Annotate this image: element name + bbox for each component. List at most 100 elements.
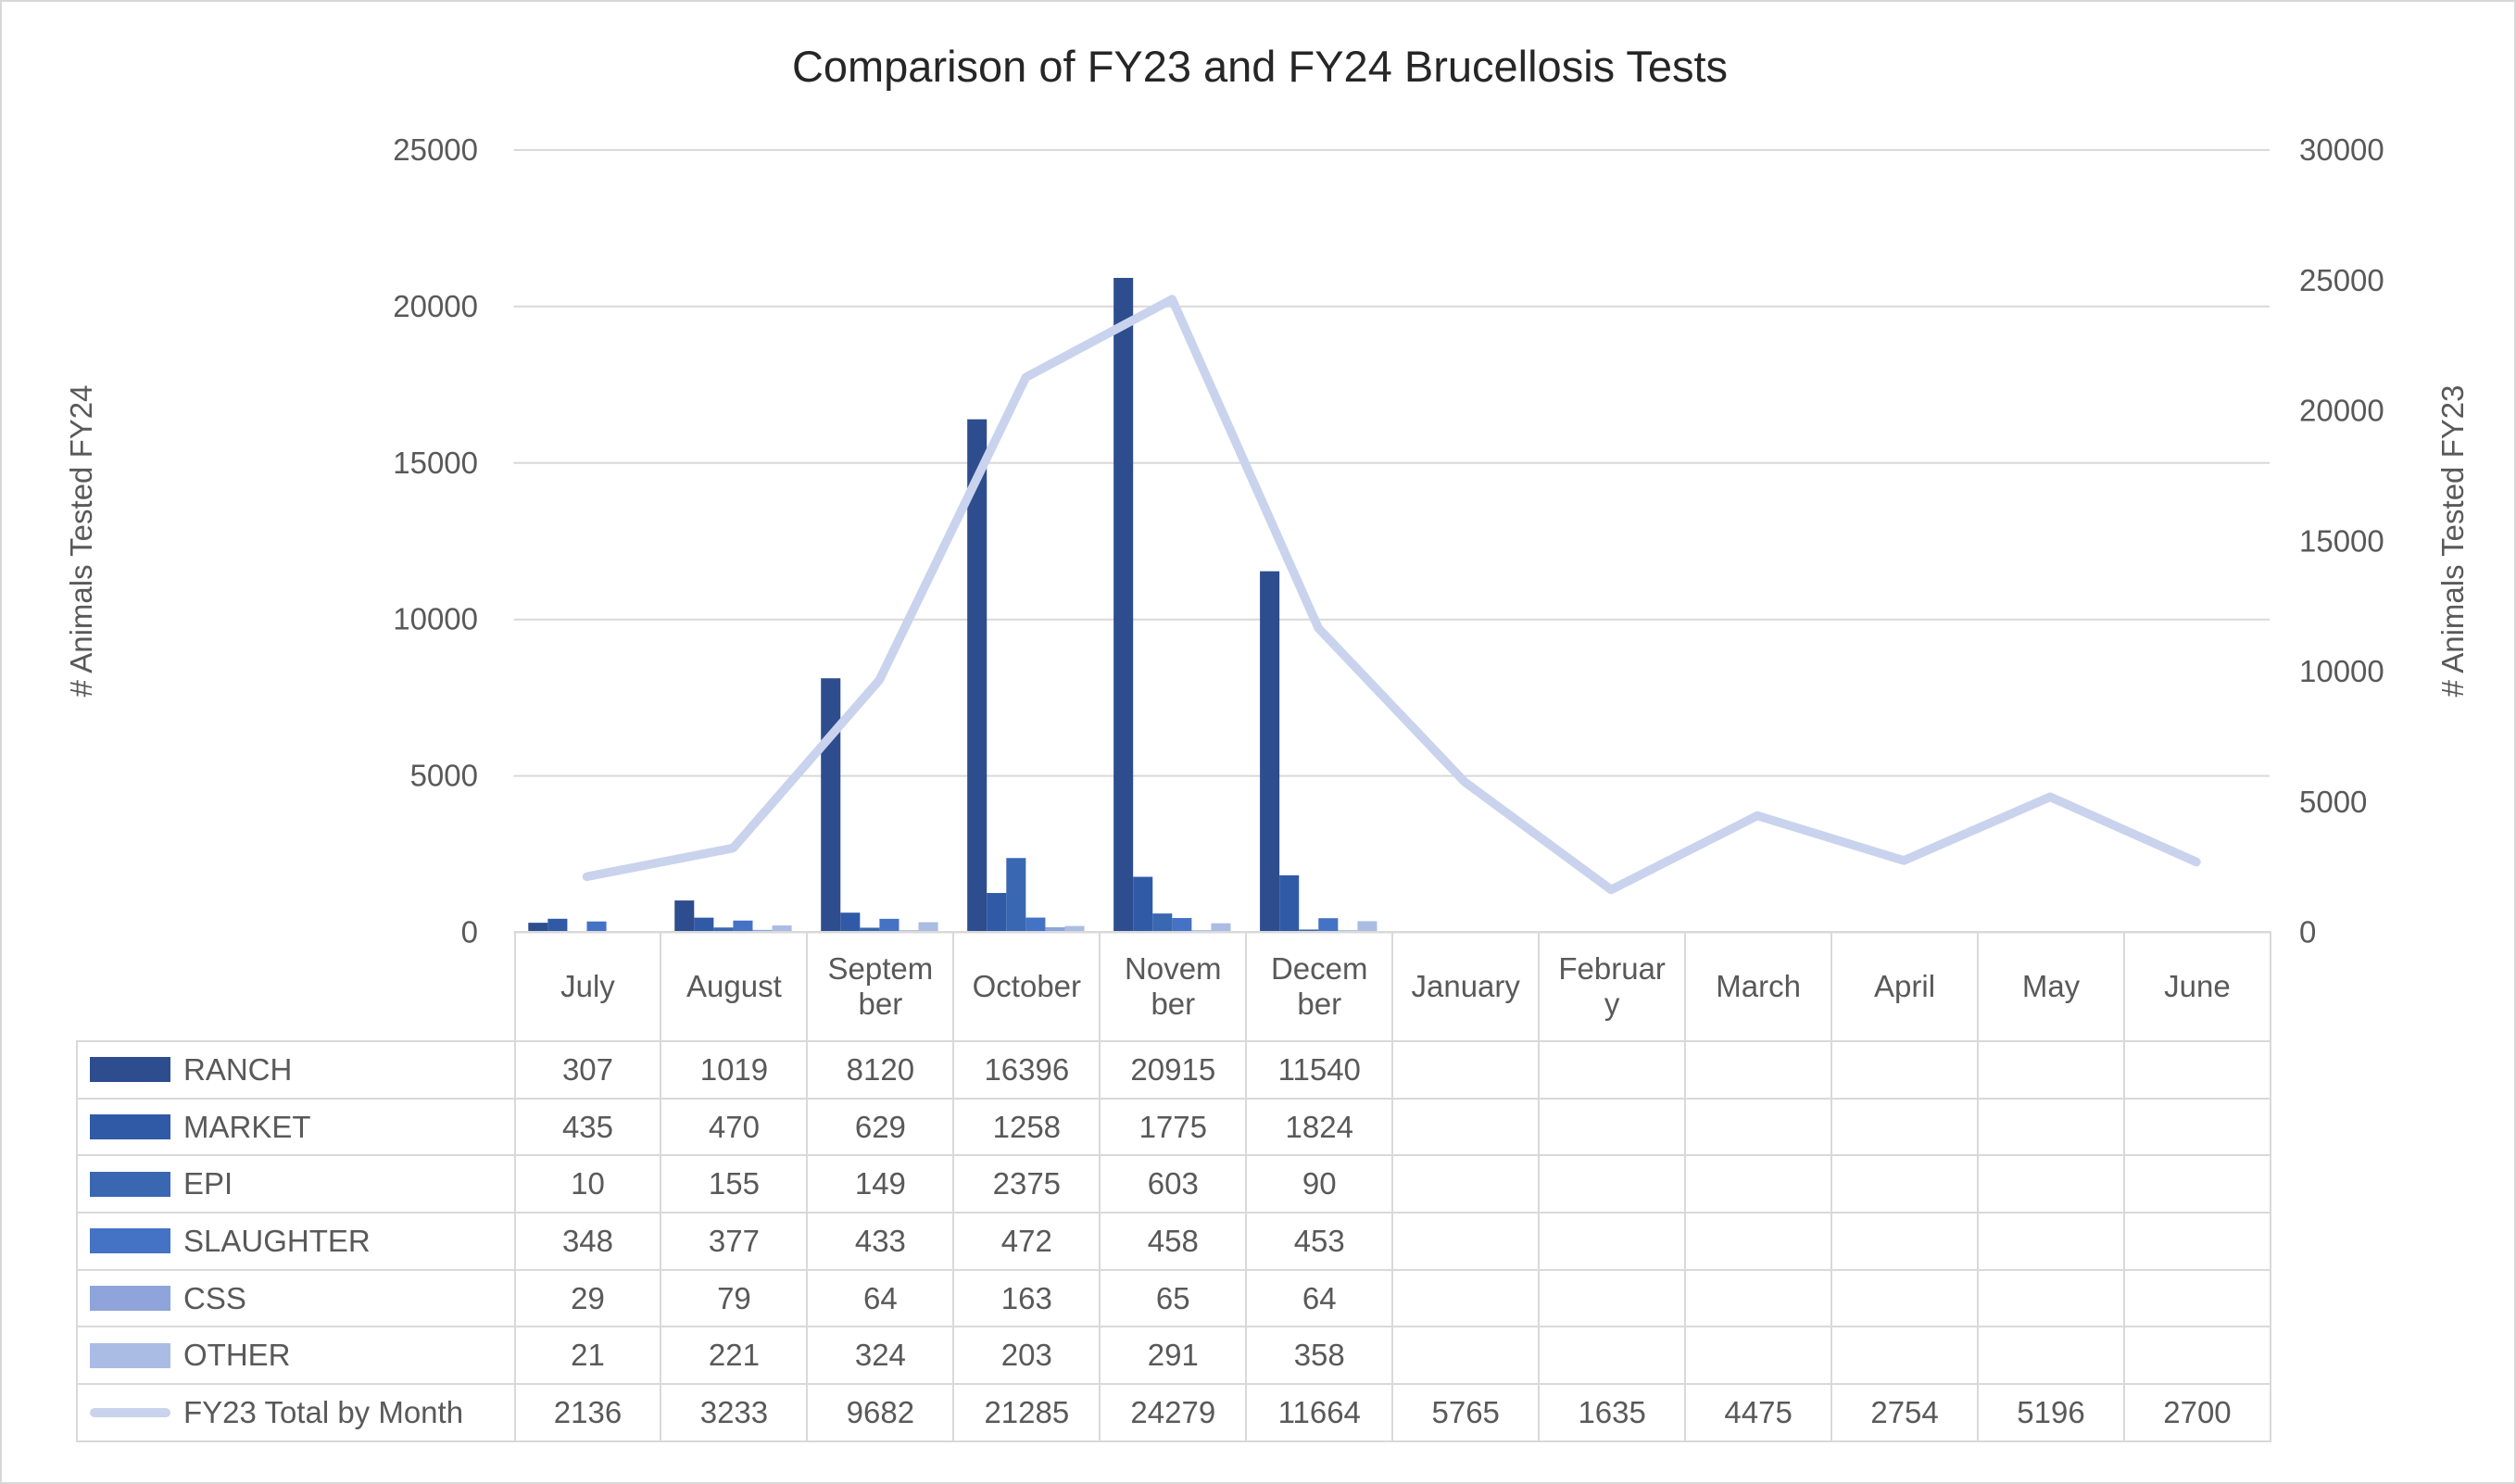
cell-epi-february [1538, 1154, 1687, 1214]
bar-market-october [987, 893, 1007, 933]
month-header-january: January [1391, 931, 1541, 1042]
table-body: July August Septem ber October Novem ber Decem b… [76, 931, 2271, 1442]
left-axis-tick-label: 15000 [393, 446, 478, 480]
legend-swatch-other [90, 1342, 170, 1368]
cell-slaughter-october: 472 [952, 1212, 1101, 1271]
cell-fy23-total-by-month-may: 5196 [1977, 1383, 2125, 1442]
cell-fy23-total-by-month-june: 2700 [2122, 1383, 2271, 1442]
legend-cell-fy23-total-by-month: FY23 Total by Month [76, 1383, 516, 1442]
left-axis-tick-label: 25000 [393, 132, 478, 167]
cell-ranch-august: 1019 [660, 1040, 809, 1100]
legend-label-fy23-total-by-month: FY23 Total by Month [183, 1394, 464, 1429]
cell-other-february [1538, 1326, 1687, 1386]
legend-label-market: MARKET [183, 1109, 311, 1144]
cell-other-september: 324 [806, 1326, 955, 1386]
cell-ranch-april [1830, 1040, 1980, 1100]
data-table: July August Septem ber October Novem ber Decem b… [76, 931, 2271, 1442]
cell-other-may [1977, 1326, 2125, 1386]
legend-label-epi: EPI [183, 1166, 233, 1201]
cell-market-july: 435 [513, 1097, 662, 1157]
cell-other-august: 221 [660, 1326, 809, 1386]
bar-ranch-december [1260, 571, 1280, 933]
cell-other-december: 358 [1245, 1326, 1394, 1386]
cell-css-march [1684, 1268, 1833, 1328]
cell-market-december: 1824 [1245, 1097, 1394, 1157]
cell-fy23-total-by-month-october: 21285 [952, 1383, 1101, 1442]
cell-market-august: 470 [660, 1097, 809, 1157]
bar-epi-august [713, 927, 734, 933]
cell-fy23-total-by-month-november: 24279 [1099, 1383, 1248, 1442]
month-header-row: July August Septem ber October Novem ber Decem b… [77, 931, 2271, 1042]
cell-epi-july: 10 [513, 1154, 662, 1214]
table-row-slaughter: SLAUGHTER 348 377 433 472 458 453 [76, 1212, 2271, 1271]
bar-ranch-august [674, 900, 695, 933]
cell-market-february [1538, 1097, 1687, 1157]
month-header-november: Novem ber [1099, 931, 1248, 1042]
bar-slaughter-september [879, 918, 899, 933]
bar-slaughter-july [586, 921, 607, 933]
cell-slaughter-december: 453 [1245, 1212, 1394, 1271]
fy23-line [582, 295, 2201, 895]
legend-inner: OTHER [79, 1338, 513, 1373]
cell-fy23-total-by-month-march: 4475 [1684, 1383, 1833, 1442]
bar-epi-september [860, 927, 880, 933]
month-header-september: Septem ber [806, 931, 955, 1042]
cell-css-april [1830, 1268, 1980, 1328]
bar-ranch-november [1113, 277, 1134, 933]
legend-swatch-slaughter [90, 1228, 170, 1254]
cell-market-april [1830, 1097, 1980, 1157]
bar-slaughter-october [1025, 917, 1046, 933]
right-axis-tick-label: 10000 [2299, 654, 2384, 688]
legend-inner: EPI [79, 1166, 513, 1201]
legend-label-css: CSS [183, 1280, 246, 1315]
cell-epi-march [1684, 1154, 1833, 1214]
cell-ranch-november: 20915 [1099, 1040, 1248, 1100]
legend-label-other: OTHER [183, 1338, 291, 1373]
cell-slaughter-september: 433 [806, 1212, 955, 1271]
cell-epi-may [1977, 1154, 2125, 1214]
legend-inner: MARKET [79, 1109, 513, 1145]
legend-inner: CSS [79, 1280, 513, 1316]
cell-css-february [1538, 1268, 1687, 1328]
cell-fy23-total-by-month-september: 9682 [806, 1383, 955, 1442]
cell-ranch-february [1538, 1040, 1687, 1100]
bar-slaughter-december [1318, 918, 1339, 933]
bar-market-september [840, 912, 861, 933]
bar-ranch-september [821, 678, 841, 933]
right-axis-tick-label: 25000 [2299, 263, 2384, 297]
bar-other-september [918, 922, 938, 933]
cell-other-april [1830, 1326, 1980, 1386]
cell-slaughter-march [1684, 1212, 1833, 1271]
left-axis-tick-label: 20000 [393, 289, 478, 323]
cell-fy23-total-by-month-january: 5765 [1391, 1383, 1541, 1442]
bar-other-august [772, 925, 792, 933]
cell-other-june [2122, 1326, 2271, 1386]
cell-fy23-total-by-month-december: 11664 [1245, 1383, 1394, 1442]
legend-swatch-epi [90, 1171, 170, 1197]
month-header-july: July [513, 931, 662, 1042]
bar-epi-november [1152, 913, 1173, 933]
cell-market-may [1977, 1097, 2125, 1157]
cell-fy23-total-by-month-april: 2754 [1830, 1383, 1980, 1442]
bar-market-july [547, 918, 568, 933]
right-axis-tick-label: 5000 [2299, 785, 2367, 819]
cell-ranch-may [1977, 1040, 2125, 1100]
cell-css-june [2122, 1268, 2271, 1328]
cell-epi-october: 2375 [952, 1154, 1101, 1214]
legend-cell-slaughter: SLAUGHTER [76, 1212, 516, 1271]
month-header-may: May [1977, 931, 2125, 1042]
left-axis-tick-label: 5000 [410, 759, 478, 793]
right-axis-tick-label: 20000 [2299, 394, 2384, 428]
legend-swatch-css [90, 1286, 170, 1312]
bar-market-december [1279, 874, 1300, 933]
bar-other-november [1211, 923, 1231, 933]
cell-ranch-march [1684, 1040, 1833, 1100]
bar-epi-december [1299, 929, 1319, 933]
table-row-ranch: RANCH 307 1019 8120 16396 20915 11540 [76, 1040, 2271, 1100]
legend-line-swatch-fy23-total-by-month [90, 1407, 170, 1417]
legend-inner: SLAUGHTER [79, 1224, 513, 1259]
right-axis-tick-label: 30000 [2299, 132, 2384, 167]
legend-label-ranch: RANCH [183, 1051, 293, 1087]
cell-fy23-total-by-month-february: 1635 [1538, 1383, 1687, 1442]
